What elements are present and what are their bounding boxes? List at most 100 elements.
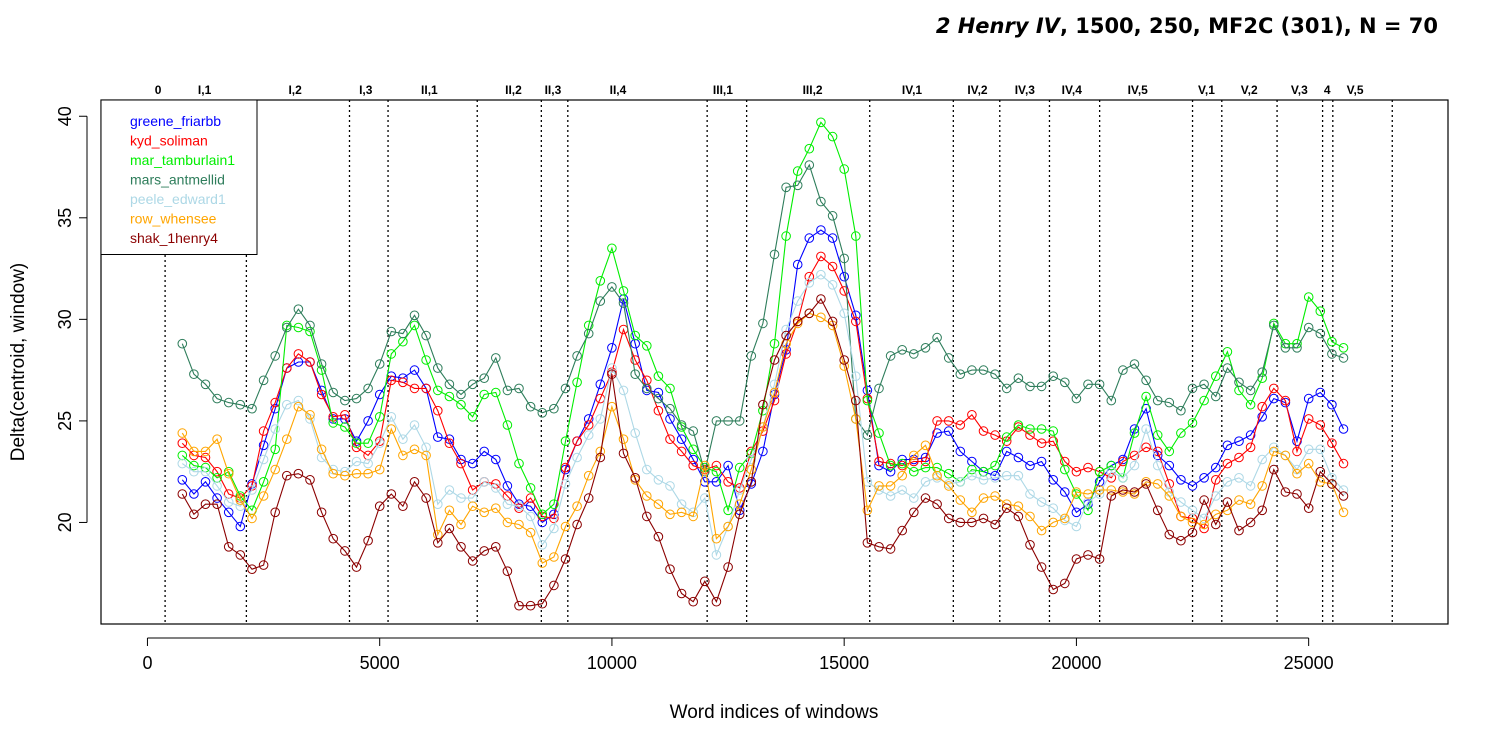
point-mars_antmellid-5 xyxy=(235,399,246,410)
point-kyd_soliman-95 xyxy=(1280,395,1291,406)
point-mars_antmellid-51 xyxy=(769,249,780,260)
point-row_whensee-96 xyxy=(1292,468,1302,479)
point-shak_1henry4-59 xyxy=(862,538,873,548)
point-kyd_soliman-24 xyxy=(456,458,466,469)
point-mar_tamburlain1-30 xyxy=(525,483,536,493)
point-row_whensee-10 xyxy=(293,401,304,412)
point-greene_friarbb-91 xyxy=(1234,436,1244,447)
point-row_whensee-21 xyxy=(421,450,431,461)
point-mars_antmellid-40 xyxy=(642,383,652,394)
point-shak_1henry4-10 xyxy=(293,468,304,479)
legend-entry-kyd_soliman: kyd_soliman xyxy=(130,133,208,149)
point-mars_antmellid-32 xyxy=(549,403,559,414)
point-peele_edward1-17 xyxy=(374,438,385,449)
point-row_whensee-1 xyxy=(189,446,199,457)
point-greene_friarbb-88 xyxy=(1199,473,1209,483)
point-kyd_soliman-93 xyxy=(1257,401,1267,412)
point-mar_tamburlain1-44 xyxy=(688,444,699,455)
point-greene_friarbb-55 xyxy=(816,225,826,235)
point-mars_antmellid-49 xyxy=(746,351,757,361)
point-mar_tamburlain1-24 xyxy=(456,399,466,410)
point-mar_tamburlain1-54 xyxy=(804,143,815,154)
point-mar_tamburlain1-7 xyxy=(258,477,269,487)
point-mar_tamburlain1-34 xyxy=(572,377,582,388)
point-mar_tamburlain1-80 xyxy=(1106,460,1117,471)
point-peele_edward1-4 xyxy=(223,497,234,507)
point-row_whensee-14 xyxy=(340,470,350,481)
point-shak_1henry4-57 xyxy=(839,355,850,365)
point-shak_1henry4-0 xyxy=(177,489,188,499)
point-mars_antmellid-87 xyxy=(1187,383,1198,394)
point-peele_edward1-63 xyxy=(909,493,919,503)
point-row_whensee-59 xyxy=(862,505,873,516)
point-mar_tamburlain1-33 xyxy=(560,436,571,447)
point-row_whensee-11 xyxy=(305,410,315,420)
point-peele_edward1-8 xyxy=(270,424,281,434)
point-greene_friarbb-7 xyxy=(258,440,269,451)
point-mars_antmellid-42 xyxy=(665,403,675,414)
point-mar_tamburlain1-100 xyxy=(1338,343,1349,353)
x-tick-label-4: 20000 xyxy=(1051,653,1101,673)
point-peele_edward1-27 xyxy=(491,483,501,493)
point-shak_1henry4-46 xyxy=(711,596,722,607)
point-shak_1henry4-100 xyxy=(1338,491,1349,501)
point-mars_antmellid-17 xyxy=(374,359,385,369)
point-shak_1henry4-77 xyxy=(1071,554,1082,564)
point-shak_1henry4-9 xyxy=(282,470,292,481)
point-mars_antmellid-19 xyxy=(398,328,408,339)
point-mars_antmellid-77 xyxy=(1071,393,1082,404)
act-labels: 0 I,1 I,2 I,3 II,1 II,2 II,3 II,4 III,1 III,2 IV,1… xyxy=(155,83,1364,97)
point-mars_antmellid-95 xyxy=(1280,343,1291,353)
point-shak_1henry4-94 xyxy=(1269,464,1279,475)
point-kyd_soliman-91 xyxy=(1234,452,1244,463)
point-greene_friarbb-75 xyxy=(1048,475,1058,485)
point-shak_1henry4-28 xyxy=(502,566,513,577)
point-shak_1henry4-70 xyxy=(990,519,1000,530)
point-peele_edward1-58 xyxy=(851,371,861,382)
point-peele_edward1-91 xyxy=(1234,473,1244,483)
point-mars_antmellid-10 xyxy=(293,304,304,315)
point-peele_edward1-98 xyxy=(1315,444,1326,455)
point-peele_edward1-34 xyxy=(572,452,582,463)
point-shak_1henry4-89 xyxy=(1211,519,1221,530)
point-mar_tamburlain1-18 xyxy=(386,349,397,359)
series-line-mars_antmellid xyxy=(181,163,1344,472)
point-row_whensee-24 xyxy=(456,519,466,530)
point-mars_antmellid-52 xyxy=(781,182,791,193)
act-label-9: III,2 xyxy=(803,83,823,97)
point-mar_tamburlain1-52 xyxy=(781,231,791,241)
point-mars_antmellid-9 xyxy=(282,322,292,333)
chart-title: 2 Henry IV, 1500, 250, MF2C (301), N = 7… xyxy=(936,14,1438,38)
series-greene_friarbb xyxy=(177,225,1349,532)
point-mars_antmellid-21 xyxy=(421,330,431,341)
point-mars_antmellid-18 xyxy=(386,326,397,337)
point-shak_1henry4-47 xyxy=(723,562,733,572)
point-greene_friarbb-22 xyxy=(433,432,443,442)
point-mars_antmellid-97 xyxy=(1303,322,1314,333)
point-mars_antmellid-35 xyxy=(583,328,594,339)
point-mars_antmellid-27 xyxy=(491,353,501,363)
point-mar_tamburlain1-40 xyxy=(642,341,652,351)
act-label-13: IV,4 xyxy=(1062,83,1083,97)
point-peele_edward1-1 xyxy=(189,466,199,477)
point-peele_edward1-7 xyxy=(258,454,269,465)
point-mar_tamburlain1-97 xyxy=(1303,292,1314,302)
point-mars_antmellid-64 xyxy=(920,343,931,353)
point-greene_friarbb-54 xyxy=(804,233,815,243)
point-shak_1henry4-71 xyxy=(1001,503,1012,514)
point-shak_1henry4-25 xyxy=(467,556,478,566)
point-shak_1henry4-85 xyxy=(1164,529,1175,540)
point-kyd_soliman-65 xyxy=(932,416,942,426)
point-row_whensee-69 xyxy=(978,493,989,503)
point-kyd_soliman-25 xyxy=(467,485,478,495)
point-kyd_soliman-98 xyxy=(1315,420,1326,430)
point-shak_1henry4-63 xyxy=(909,507,919,518)
point-mar_tamburlain1-27 xyxy=(491,387,501,398)
point-peele_edward1-38 xyxy=(618,385,629,396)
point-mars_antmellid-20 xyxy=(409,310,420,321)
point-shak_1henry4-3 xyxy=(212,499,222,510)
point-mars_antmellid-84 xyxy=(1152,395,1163,406)
legend-box xyxy=(100,99,258,255)
point-row_whensee-12 xyxy=(316,444,327,455)
point-shak_1henry4-23 xyxy=(444,523,455,534)
